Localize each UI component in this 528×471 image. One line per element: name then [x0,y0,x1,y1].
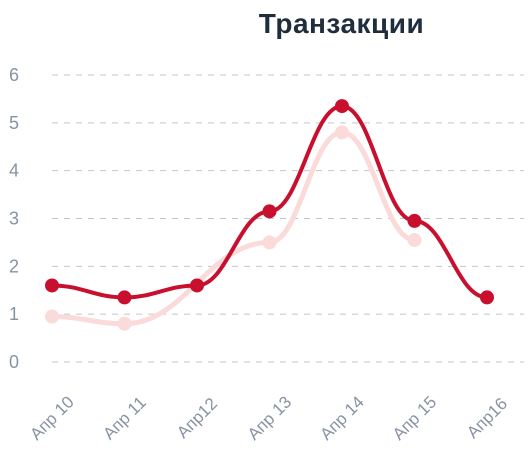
data-point[interactable] [335,99,349,114]
data-point[interactable] [335,125,349,140]
chart-title: Транзакции [258,8,425,39]
y-tick-label: 5 [9,113,19,133]
y-tick-label: 6 [9,65,19,85]
data-point[interactable] [262,204,277,219]
x-tick-label: Апр12 [173,394,221,442]
y-tick-label: 0 [9,352,19,372]
series-2 [45,125,422,331]
series [45,99,494,331]
x-tick-label: Апр16 [463,394,511,442]
x-tick-label: Апр 14 [316,392,367,443]
y-tick-label: 3 [9,209,19,229]
y-axis-ticks: 0 1 2 3 4 5 6 [9,65,19,372]
y-tick-label: 4 [9,161,19,181]
y-tick-label: 1 [9,304,19,324]
data-point[interactable] [407,213,422,228]
y-tick-label: 2 [9,256,19,276]
x-tick-label: Апр 15 [389,392,440,443]
data-point[interactable] [117,290,132,305]
x-tick-label: Апр 11 [99,393,149,443]
series-line [50,104,489,300]
x-tick-label: Апр 10 [26,392,77,443]
data-point[interactable] [117,316,132,331]
data-point[interactable] [190,278,204,293]
data-point[interactable] [45,278,59,293]
series-1 [45,99,494,305]
x-tick-label: Апр 13 [244,392,295,443]
data-point[interactable] [45,309,59,324]
x-axis-ticks: Апр 10 Апр 11 Апр12 Апр 13 Апр 14 Апр 15 Апр16 [26,392,511,443]
data-point[interactable] [262,235,277,250]
data-point[interactable] [407,233,422,248]
data-point[interactable] [480,290,494,305]
